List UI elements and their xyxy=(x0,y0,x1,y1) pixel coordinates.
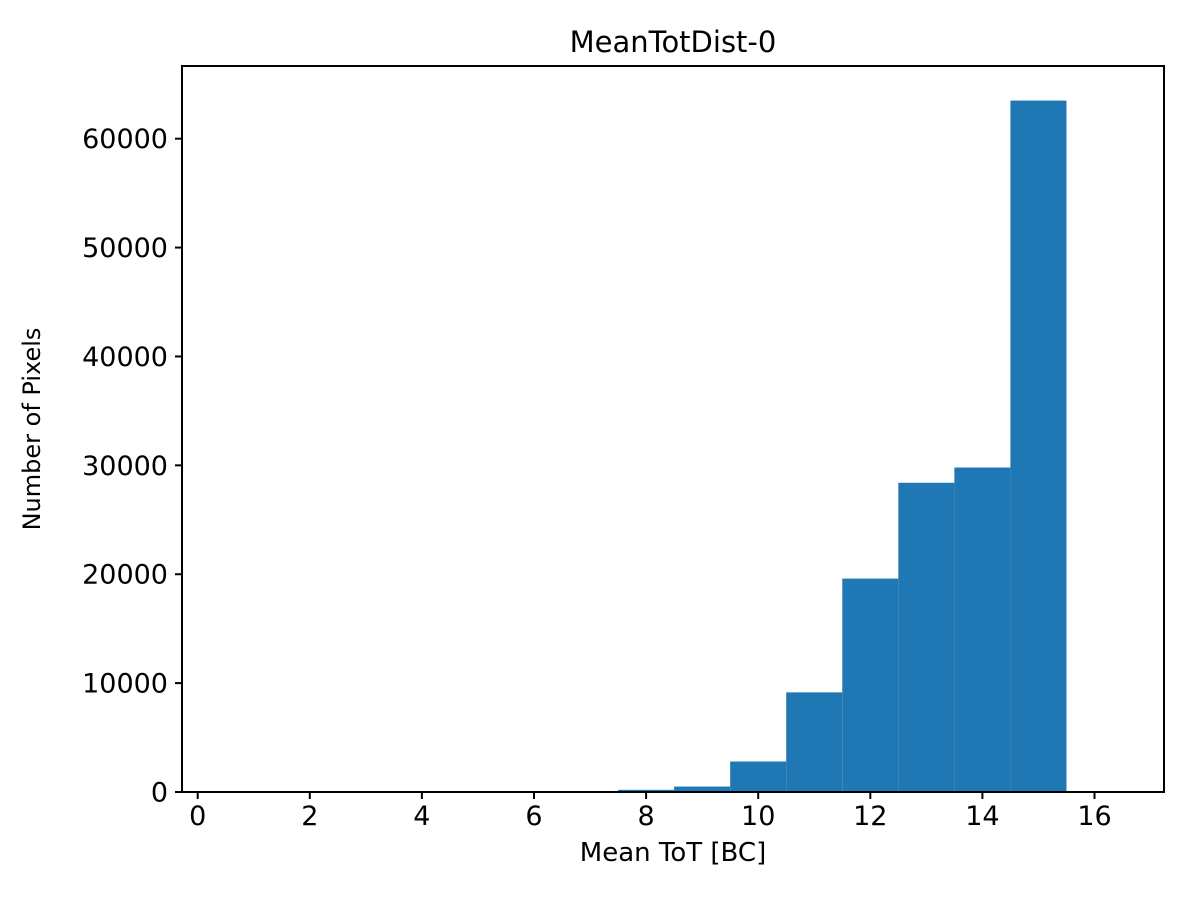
chart-title: MeanTotDist-0 xyxy=(570,25,777,59)
y-tick-label: 20000 xyxy=(82,560,168,591)
y-tick-label: 50000 xyxy=(82,233,168,264)
plot-area: 0 2 4 6 8 10 12 14 16 0 10000 20000 30000 40000 50000 6… xyxy=(82,65,1165,832)
y-tick-label: 10000 xyxy=(82,669,168,700)
histogram-bar xyxy=(1010,100,1067,792)
histogram-bar xyxy=(618,789,675,792)
histogram-bar xyxy=(842,578,899,792)
x-tick-label: 10 xyxy=(741,801,775,832)
histogram-bar xyxy=(674,786,731,792)
y-axis-label: Number of Pixels xyxy=(18,328,46,531)
x-tick-label: 6 xyxy=(525,801,542,832)
y-tick-label: 60000 xyxy=(82,124,168,155)
x-tick-label: 12 xyxy=(853,801,887,832)
x-tick-label: 4 xyxy=(413,801,430,832)
x-tick-label: 14 xyxy=(965,801,999,832)
histogram-bar xyxy=(786,692,843,792)
histogram-bar xyxy=(954,467,1011,792)
y-tick-label: 0 xyxy=(151,777,168,808)
x-axis-label: Mean ToT [BC] xyxy=(580,838,766,868)
x-tick-label: 8 xyxy=(638,801,655,832)
y-tick-label: 40000 xyxy=(82,342,168,373)
x-tick-label: 16 xyxy=(1077,801,1111,832)
x-tick-label: 0 xyxy=(189,801,206,832)
axes-spines xyxy=(181,65,1165,793)
histogram-bar xyxy=(730,761,787,792)
y-tick-label: 30000 xyxy=(82,451,168,482)
x-tick-label: 2 xyxy=(301,801,318,832)
histogram-bar xyxy=(898,482,955,792)
